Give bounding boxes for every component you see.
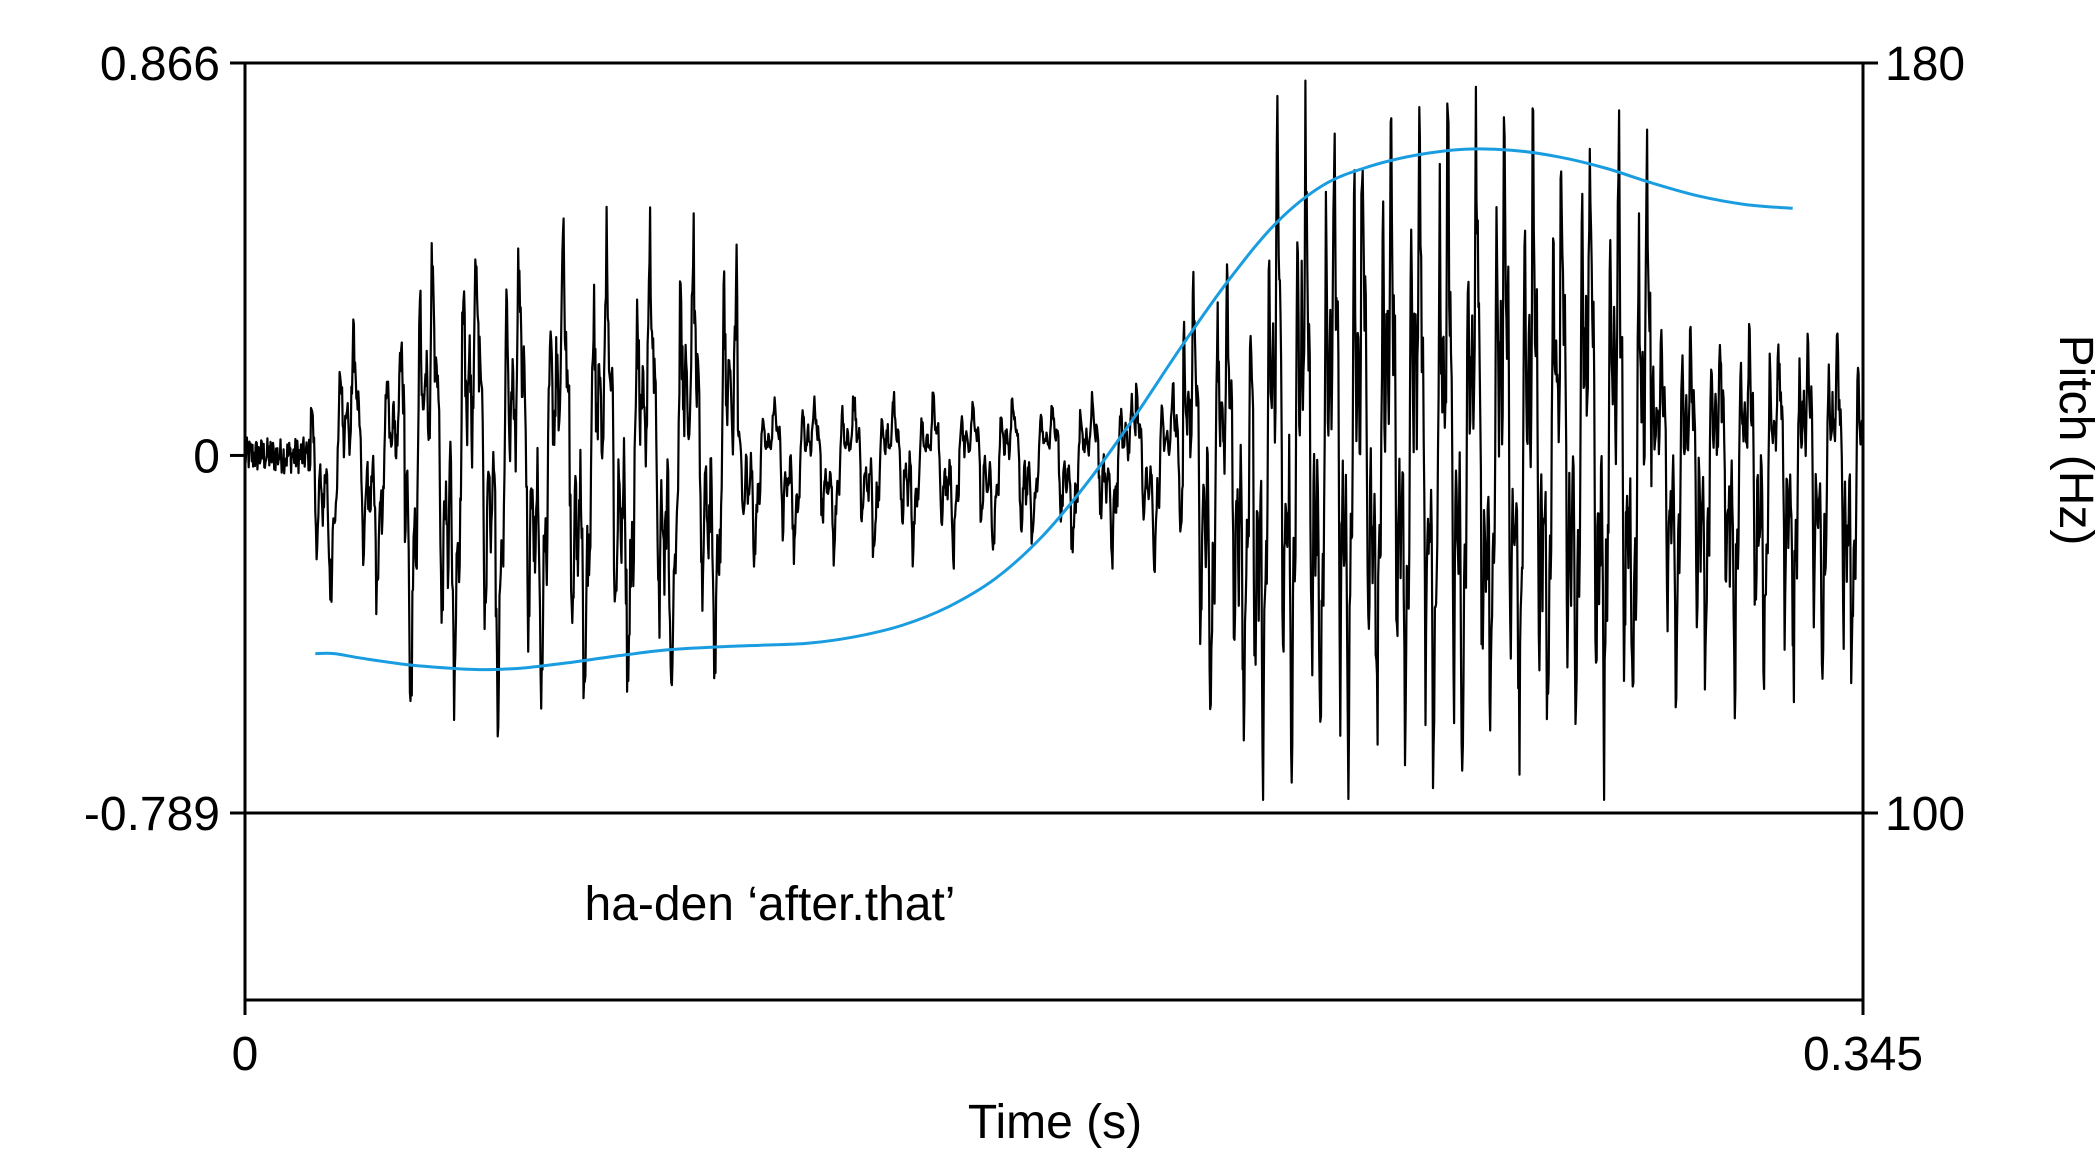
pitch-contour-line bbox=[315, 147, 1793, 672]
left-tick-label-2: -0.789 bbox=[84, 788, 220, 841]
plot-frame bbox=[243, 61, 1865, 1002]
x-tick-label-1: 0.345 bbox=[1803, 1028, 1923, 1081]
x-axis-title: Time (s) bbox=[968, 1096, 1142, 1149]
right-axis-title: Pitch (Hz) bbox=[2049, 335, 2100, 546]
x-tick-label-0: 0 bbox=[232, 1028, 259, 1081]
left-tick-label-0: 0.866 bbox=[100, 38, 220, 91]
right-tick-label-1: 100 bbox=[1885, 788, 1965, 841]
right-tick-label-0: 180 bbox=[1885, 38, 1965, 91]
axis-ticks bbox=[230, 61, 1878, 1015]
waveform-line bbox=[243, 79, 1865, 801]
tick-labels: 0.866 0 -0.789 180 100 0 0.345 bbox=[84, 38, 1965, 1081]
annotation-text: ha-den ‘after.that’ bbox=[585, 878, 956, 931]
left-tick-label-1: 0 bbox=[193, 430, 220, 483]
